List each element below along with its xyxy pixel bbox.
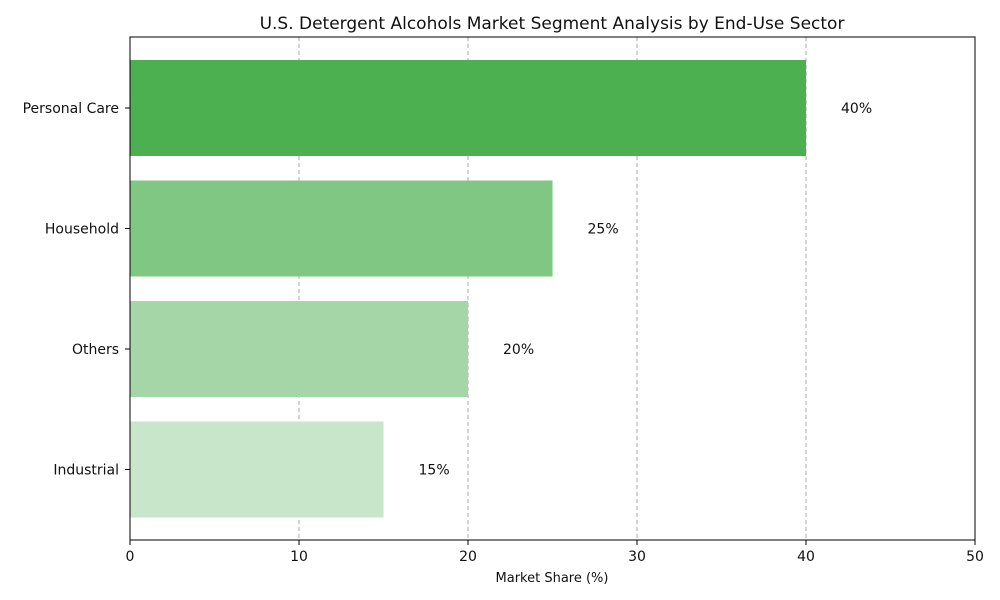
- bars: [130, 60, 806, 518]
- x-axis-label: Market Share (%): [496, 571, 609, 586]
- data-label: 15%: [419, 463, 450, 479]
- x-axis-ticks: 0 10 20 30 40 50: [126, 540, 984, 565]
- x-tick-label: 50: [966, 549, 984, 565]
- x-tick-label: 40: [797, 549, 815, 565]
- x-tick-label: 0: [126, 549, 135, 565]
- chart-title: U.S. Detergent Alcohols Market Segment A…: [260, 14, 845, 34]
- x-tick-label: 30: [628, 549, 646, 565]
- x-tick-label: 10: [290, 549, 308, 565]
- category-label: Others: [72, 342, 119, 358]
- category-label: Industrial: [53, 463, 119, 479]
- bar: [130, 301, 468, 397]
- category-label: Household: [45, 222, 119, 238]
- y-axis-ticks: Personal Care Household Others Industrial: [23, 101, 130, 479]
- bar: [130, 421, 384, 518]
- bar: [130, 180, 553, 277]
- bar: [130, 60, 806, 156]
- data-labels: 40% 25% 20% 15%: [419, 101, 873, 479]
- category-label: Personal Care: [23, 101, 119, 117]
- plot-frame: [129, 36, 976, 541]
- data-label: 40%: [841, 101, 872, 117]
- data-label: 25%: [588, 222, 619, 238]
- data-label: 20%: [503, 342, 534, 358]
- x-tick-label: 20: [459, 549, 477, 565]
